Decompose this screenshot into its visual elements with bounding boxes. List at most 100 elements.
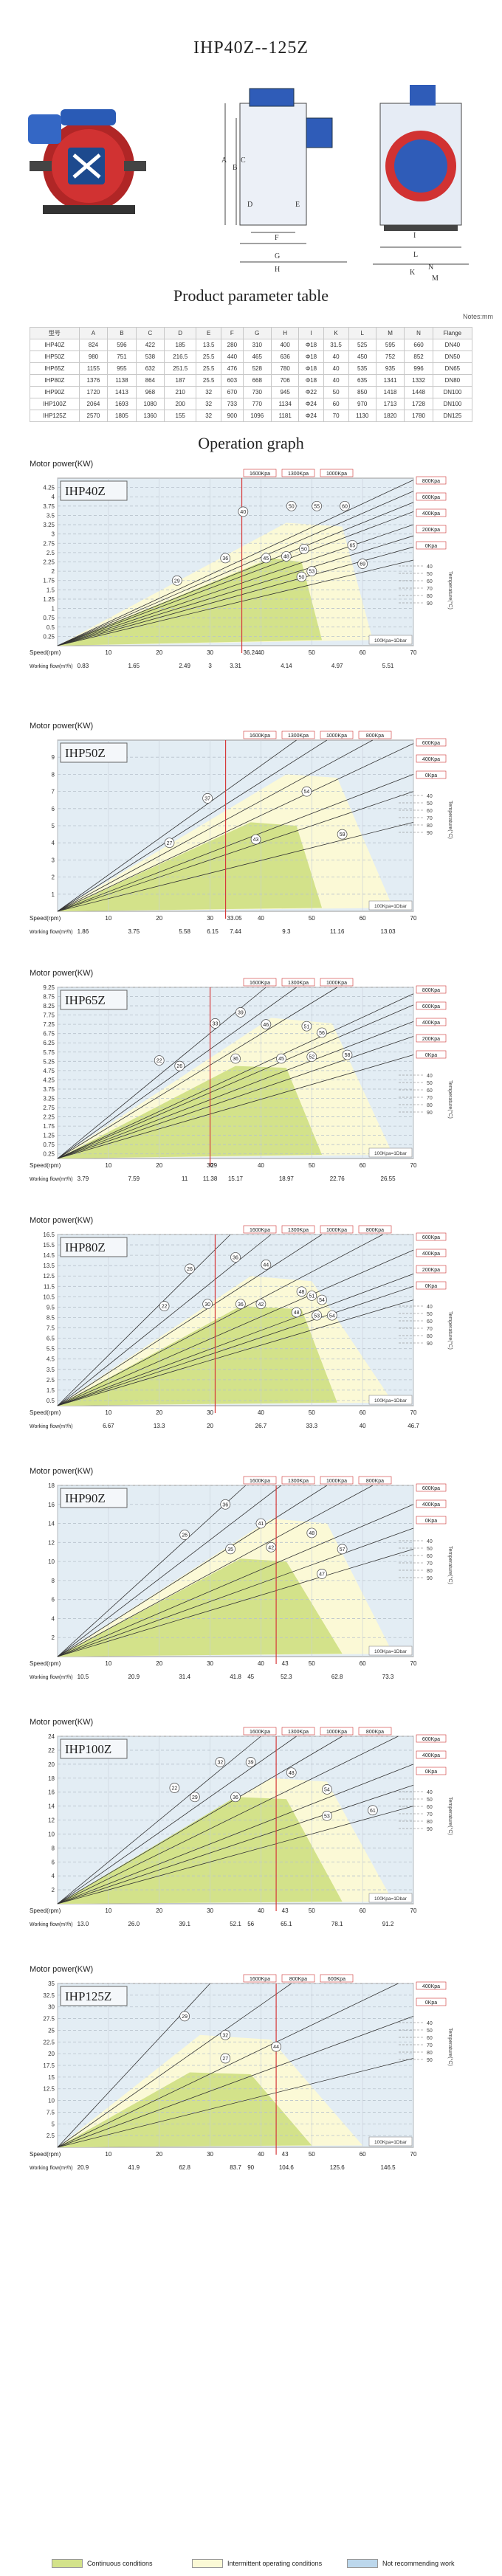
y-axis-label: Motor power(KW) bbox=[30, 722, 93, 731]
pressure-tag: 0Kpa bbox=[425, 1519, 437, 1524]
temp-marker bbox=[326, 1310, 337, 1321]
product-images: ABC D E F GH I K L MN bbox=[28, 85, 469, 283]
temp-marker-label: 57 bbox=[340, 1547, 345, 1553]
column-header: H bbox=[271, 327, 300, 339]
table-cell: IHP50Z bbox=[30, 351, 80, 363]
chart-svg: Motor power(KW) 2 4 6 8 10 12 14 16 18 IHP90Z 1600K… bbox=[30, 1467, 453, 1680]
flow-tick-label: 7.44 bbox=[230, 928, 241, 935]
pressure-unit-box bbox=[368, 1147, 413, 1158]
temp-marker bbox=[171, 575, 182, 586]
pressure-tag-box bbox=[281, 1476, 315, 1485]
speed-tick-label: 20 bbox=[156, 1409, 162, 1416]
continuous-region bbox=[58, 558, 323, 646]
y-tick-label: 0.75 bbox=[43, 615, 55, 621]
temp-marker bbox=[301, 1021, 312, 1032]
table-cell: 40 bbox=[323, 351, 349, 363]
pressure-line bbox=[57, 739, 374, 912]
pressure-tag: 1300Kpa bbox=[288, 1228, 309, 1233]
temp-marker-label: 42 bbox=[258, 1302, 264, 1308]
y-tick-label: 10.5 bbox=[43, 1294, 55, 1300]
table-cell: 730 bbox=[242, 386, 272, 398]
temp-marker-label: 27 bbox=[222, 2057, 228, 2062]
temp-marker-label: 37 bbox=[204, 796, 210, 801]
temp-marker-label: 41 bbox=[258, 1522, 264, 1527]
temp-marker bbox=[185, 1263, 195, 1274]
pressure-line bbox=[57, 987, 297, 1159]
speed-tick-label: 30 bbox=[207, 1162, 213, 1169]
pressure-tag: 600Kpa bbox=[422, 1737, 440, 1742]
speed-tick-label: 50 bbox=[309, 1660, 315, 1667]
flow-tick-label: 83.7 bbox=[230, 2164, 241, 2171]
speed-tick-label: 40 bbox=[258, 2151, 264, 2158]
table-cell: 751 bbox=[107, 351, 137, 363]
chart-ihp40z: Motor power(KW) 0.25 0.5 0.75 1 1.25 1.5 1.75 2 2… bbox=[30, 457, 472, 683]
chart-svg: Motor power(KW) 0.5 1.5 2.5 3.5 4.5 5.5 6.5 7.5 8… bbox=[30, 1216, 453, 1429]
y-tick-label: 2.25 bbox=[43, 559, 55, 566]
temp-marker bbox=[312, 500, 323, 511]
table-cell: 25.5 bbox=[196, 374, 222, 387]
pressure-line bbox=[57, 1983, 399, 2148]
table-cell: 864 bbox=[135, 374, 165, 387]
flow-tick-label: 4.97 bbox=[331, 663, 343, 669]
temp-marker bbox=[174, 1060, 185, 1071]
table-cell: 25.5 bbox=[196, 351, 222, 363]
pressure-tag-box bbox=[320, 1476, 354, 1485]
temp-marker bbox=[322, 1810, 332, 1821]
speed-tick-label: 43 bbox=[282, 1907, 289, 1914]
pressure-tag: 1600Kpa bbox=[250, 1228, 270, 1233]
speed-tick-label: 10 bbox=[105, 1409, 111, 1416]
table-cell: 752 bbox=[375, 351, 405, 363]
temp-marker-label: 47 bbox=[319, 1572, 325, 1577]
temp-tick-label: 70 bbox=[427, 587, 433, 592]
pressure-unit-label: 100Kpa=1Dbar bbox=[374, 1398, 408, 1403]
temp-tick-label: 90 bbox=[427, 1827, 433, 1832]
speed-axis-label: Speed(rpm) bbox=[30, 2151, 61, 2158]
flow-tick-label: 39.1 bbox=[179, 1921, 190, 1927]
y-tick-label: 6 bbox=[52, 1859, 55, 1865]
temp-marker bbox=[169, 1783, 180, 1793]
temp-marker-label: 44 bbox=[263, 1263, 269, 1268]
flow-tick-label: 46.7 bbox=[408, 1423, 419, 1429]
pressure-tag-box bbox=[416, 1249, 447, 1257]
pressure-tag-box bbox=[358, 1727, 392, 1736]
temp-marker-label: 51 bbox=[304, 1024, 310, 1029]
flow-tick-label: 20.9 bbox=[128, 1674, 140, 1680]
chart-ihp90z: Motor power(KW) 2 4 6 8 10 12 14 16 18 IHP90Z 1600K… bbox=[30, 1465, 472, 1693]
dimension-label: D bbox=[247, 201, 252, 209]
table-cell: 636 bbox=[271, 351, 300, 363]
table-cell: 780 bbox=[271, 362, 300, 375]
table-cell: DN40 bbox=[432, 339, 473, 351]
temp-tick-label: 50 bbox=[427, 801, 433, 807]
pressure-line bbox=[57, 2016, 414, 2148]
table-cell: 32 bbox=[196, 410, 222, 422]
temp-marker bbox=[225, 1544, 235, 1555]
temp-marker bbox=[291, 1307, 302, 1318]
pressure-tag-box bbox=[320, 1225, 354, 1234]
flow-tick-label: 7.59 bbox=[128, 1175, 140, 1182]
pressure-tag-box bbox=[243, 1225, 277, 1234]
pressure-tag: 200Kpa bbox=[422, 1268, 440, 1273]
continuous-region bbox=[58, 1306, 337, 1406]
temp-marker bbox=[235, 1007, 246, 1018]
dimension-label: B bbox=[233, 164, 238, 172]
temp-tick-label: 80 bbox=[427, 594, 433, 599]
temp-marker bbox=[266, 1541, 277, 1553]
y-axis-label: Motor power(KW) bbox=[30, 1718, 93, 1727]
temp-marker bbox=[357, 559, 368, 569]
table-cell: 155 bbox=[164, 410, 197, 422]
y-tick-label: 0.75 bbox=[43, 1142, 55, 1148]
pressure-unit-box bbox=[368, 900, 413, 911]
pressure-line bbox=[57, 1285, 414, 1406]
pressure-tag: 200Kpa bbox=[422, 1037, 440, 1042]
flow-tick-label: 90 bbox=[247, 2164, 254, 2171]
temp-axis-label: Temperature(°C) bbox=[447, 1311, 453, 1350]
chart-svg: Motor power(KW)24681012141618202224IHP10… bbox=[30, 1718, 453, 1927]
dimension-label: I bbox=[413, 232, 416, 240]
temp-tick-label: 50 bbox=[427, 1547, 433, 1552]
y-tick-label: 15 bbox=[48, 2074, 55, 2081]
pressure-line bbox=[57, 1736, 297, 1905]
y-tick-label: 4.75 bbox=[43, 1068, 55, 1074]
table-cell: Φ18 bbox=[298, 339, 324, 351]
speed-tick-label: 10 bbox=[105, 1162, 111, 1169]
legend-label: Intermittent operating conditions bbox=[227, 2560, 323, 2567]
